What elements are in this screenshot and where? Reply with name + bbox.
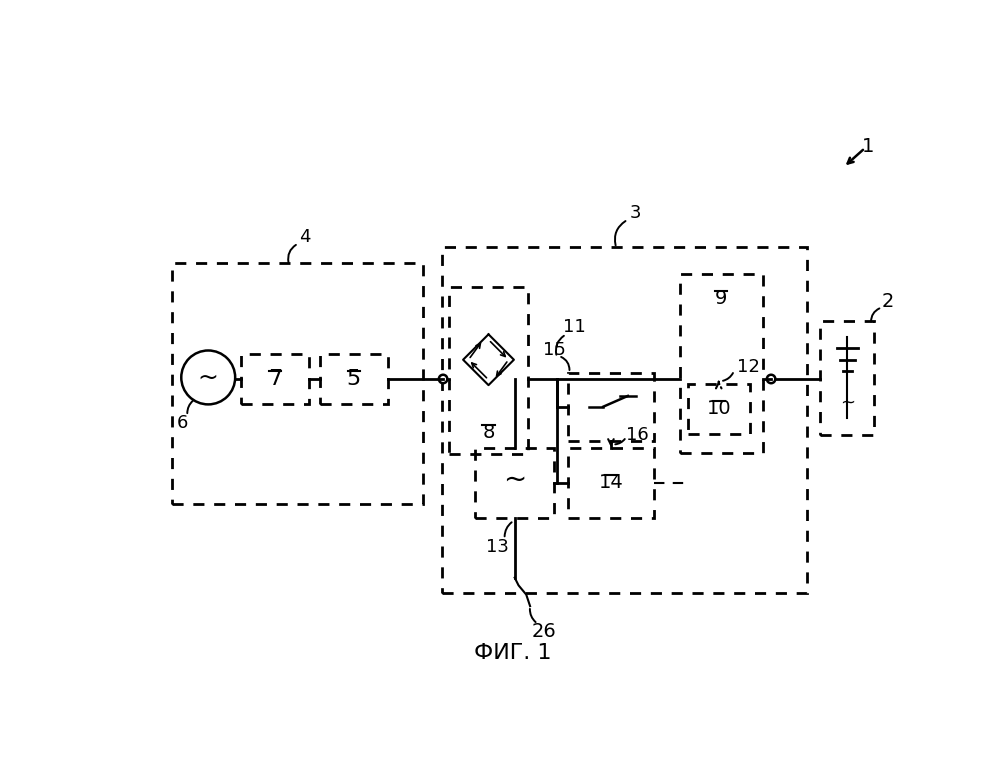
Text: 11: 11 — [562, 318, 585, 336]
Text: 26: 26 — [531, 622, 556, 641]
Text: 6: 6 — [177, 414, 189, 432]
Text: 13: 13 — [486, 538, 508, 556]
Circle shape — [181, 350, 235, 405]
Text: 4: 4 — [299, 228, 311, 246]
Text: 5: 5 — [347, 369, 361, 389]
Circle shape — [767, 375, 775, 383]
Text: 9: 9 — [715, 289, 727, 308]
Bar — [567, 448, 654, 517]
Text: 8: 8 — [483, 423, 495, 442]
Text: ФИГ. 1: ФИГ. 1 — [474, 643, 551, 663]
Bar — [688, 383, 749, 434]
Text: 12: 12 — [736, 358, 759, 376]
Bar — [442, 246, 806, 593]
Text: 14: 14 — [598, 474, 623, 492]
Text: 10: 10 — [706, 399, 731, 418]
Text: ~: ~ — [503, 466, 526, 494]
Circle shape — [439, 375, 448, 383]
Bar — [242, 354, 309, 404]
Text: ~: ~ — [840, 393, 855, 411]
Bar — [172, 263, 423, 504]
Bar — [320, 354, 388, 404]
Text: 3: 3 — [629, 204, 641, 222]
Text: 1: 1 — [862, 137, 874, 156]
Text: 7: 7 — [268, 369, 283, 389]
Bar — [476, 448, 554, 517]
Text: 16: 16 — [625, 426, 648, 445]
Bar — [680, 274, 762, 453]
Bar — [820, 321, 874, 435]
Text: 15: 15 — [542, 341, 565, 359]
Bar — [450, 287, 527, 455]
Bar — [567, 373, 654, 441]
Text: ~: ~ — [198, 365, 219, 390]
Text: 2: 2 — [882, 292, 894, 310]
